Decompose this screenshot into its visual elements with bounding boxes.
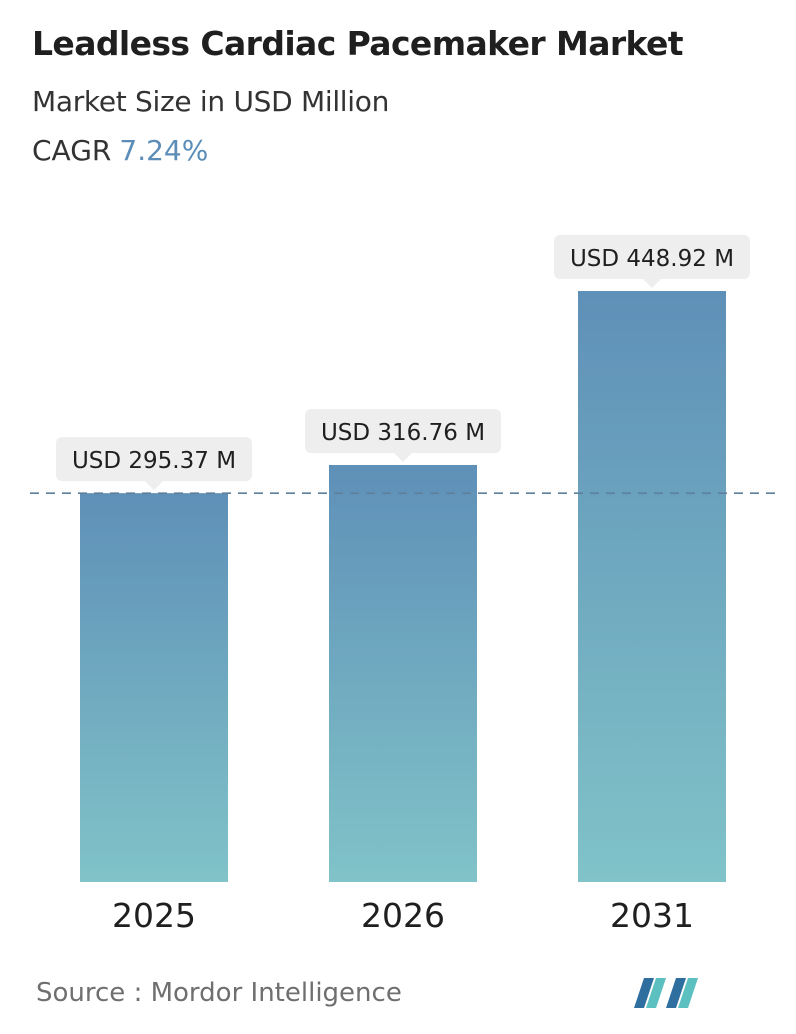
bar-chart: 2025 USD 295.37 M 2026 USD 316.76 M 2031 USD …: [30, 235, 780, 935]
source-name: Mordor Intelligence: [150, 978, 402, 1008]
x-tick-label-2026: 2026: [361, 896, 445, 935]
cagr-value: 7.24%: [119, 134, 209, 167]
x-tick-label-2031: 2031: [610, 896, 694, 935]
bar-2026: [329, 464, 477, 882]
value-callout-2025: USD 295.37 M: [56, 437, 252, 491]
value-label-2025: USD 295.37 M: [72, 448, 236, 474]
value-callout-pointer: [643, 279, 661, 288]
cagr-label: CAGR: [32, 134, 112, 167]
value-callout-2031: USD 448.92 M: [554, 235, 750, 288]
value-callout-box: [305, 408, 501, 453]
mordor-intelligence-logo-icon: [634, 978, 698, 1008]
value-label-2026: USD 316.76 M: [321, 420, 485, 446]
source-label: Source :: [36, 978, 143, 1008]
x-tick-label-2025: 2025: [112, 896, 196, 935]
bar-2031: [578, 291, 726, 882]
source-attribution: Source : Mordor Intelligence: [36, 978, 402, 1008]
value-callout-pointer: [394, 452, 412, 462]
value-callout-pointer: [145, 481, 163, 491]
value-callout-2026: USD 316.76 M: [305, 408, 501, 462]
value-label-2031: USD 448.92 M: [570, 246, 734, 272]
chart-title: Leadless Cardiac Pacemaker Market: [32, 24, 684, 63]
bar-2025: [80, 493, 228, 882]
value-callout-box: [554, 235, 750, 279]
value-callout-box: [56, 437, 252, 482]
chart-subtitle: Market Size in USD Million: [32, 85, 390, 118]
cagr-line: CAGR 7.24%: [32, 134, 208, 167]
